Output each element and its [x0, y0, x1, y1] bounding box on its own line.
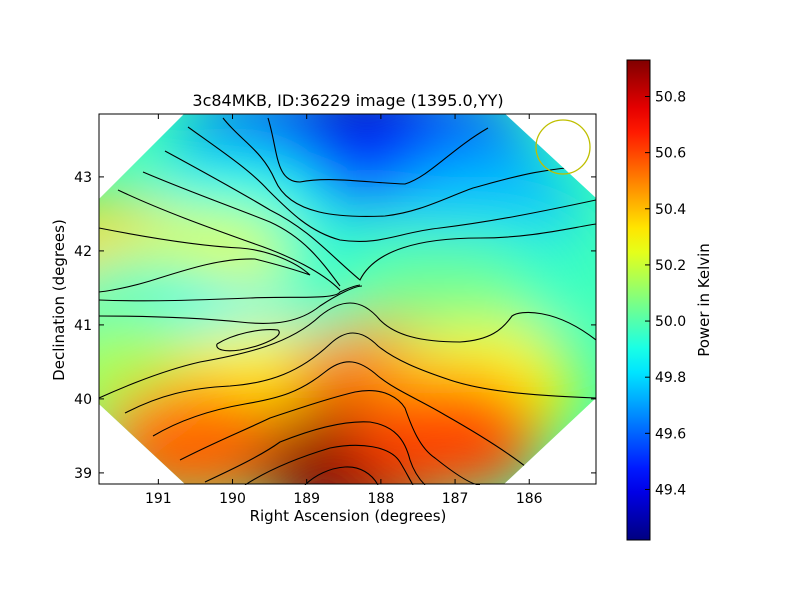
contour-line — [244, 444, 414, 485]
field-sample — [352, 375, 543, 484]
contour-line — [164, 150, 596, 281]
y-axis-label: Declination (degrees) — [50, 219, 68, 381]
y-axis-ticks: 39 40 41 42 43 — [74, 170, 596, 482]
x-tick-label: 190 — [219, 491, 246, 507]
contour-lines — [99, 117, 596, 485]
colorbar-tick-label: 49.6 — [655, 426, 686, 442]
y-tick-label: 39 — [74, 466, 92, 482]
contour-line — [304, 466, 379, 485]
y-tick-label: 43 — [74, 170, 92, 186]
x-axis-label: Right Ascension (degrees) — [250, 507, 447, 525]
contour-line — [222, 117, 596, 218]
y-tick-label: 41 — [74, 318, 92, 334]
colorbar-tick-label: 50.4 — [655, 202, 686, 218]
colorbar-tick-label: 50.0 — [655, 314, 686, 330]
colorbar-tick-label: 50.8 — [655, 89, 686, 105]
contour-line — [204, 421, 426, 485]
contour-line — [142, 171, 341, 287]
contour-line — [267, 117, 489, 185]
colorbar-label: Power in Kelvin — [695, 243, 713, 357]
contour-line — [99, 302, 596, 399]
colorbar-tick-label: 49.8 — [655, 370, 686, 386]
x-tick-label: 189 — [293, 491, 320, 507]
colorbar-ticks: 49.4 49.6 49.8 50.0 50.2 50.4 50.6 50.8 — [645, 89, 686, 498]
contour-line — [124, 332, 596, 414]
x-axis-ticks: 191 190 189 188 187 186 — [145, 114, 543, 507]
contour-line — [216, 329, 280, 352]
contour-line — [152, 361, 531, 471]
beam-marker-circle — [535, 119, 591, 175]
colorbar-tick-label: 50.6 — [655, 146, 686, 162]
y-tick-label: 42 — [74, 244, 92, 260]
colorbar-tick-label: 50.2 — [655, 258, 686, 274]
contour-line — [99, 284, 361, 302]
x-tick-label: 186 — [516, 491, 543, 507]
contour-line — [99, 227, 311, 293]
x-tick-label: 187 — [442, 491, 469, 507]
colorbar-tick-label: 49.4 — [655, 482, 686, 498]
colorbar: 49.4 49.6 49.8 50.0 50.2 50.4 50.6 50.8 Power i… — [626, 59, 713, 541]
x-tick-label: 191 — [145, 491, 172, 507]
colorbar-scale — [626, 59, 651, 541]
x-tick-label: 188 — [368, 491, 395, 507]
contour-line — [187, 126, 596, 243]
y-tick-label: 40 — [74, 392, 92, 408]
contour-line — [117, 189, 341, 291]
chart-title: 3c84MKB, ID:36229 image (1395.0,YY) — [192, 91, 503, 110]
contour-line — [99, 285, 363, 324]
contour-line — [179, 390, 481, 485]
plot-frame — [98, 113, 597, 485]
heatmap-field — [99, 114, 596, 484]
